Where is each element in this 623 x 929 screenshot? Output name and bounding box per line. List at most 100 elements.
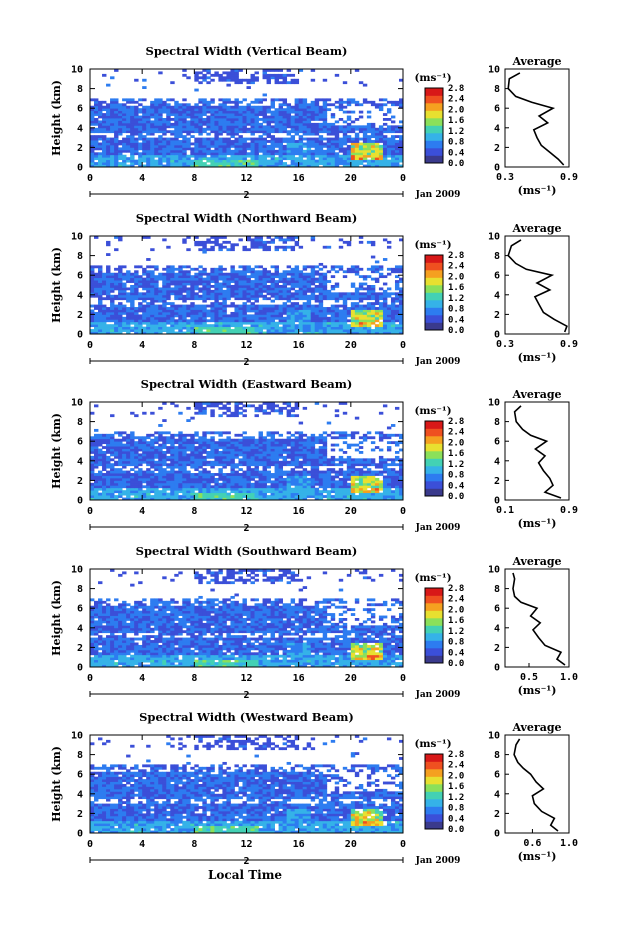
heatmap-cell bbox=[210, 311, 215, 315]
heatmap-cell bbox=[230, 270, 235, 274]
heatmap-cell bbox=[158, 297, 163, 301]
heatmap-cell bbox=[182, 125, 187, 129]
heatmap-cell bbox=[154, 142, 159, 146]
y-tick-label: 8 bbox=[77, 84, 83, 95]
heatmap-cell bbox=[182, 164, 187, 168]
heatmap-cell bbox=[262, 118, 267, 121]
heatmap-cell bbox=[338, 157, 344, 161]
heatmap-cell bbox=[242, 297, 247, 301]
heatmap-cell bbox=[90, 319, 95, 323]
heatmap-cell bbox=[170, 272, 175, 276]
heatmap-cell bbox=[94, 314, 99, 318]
heatmap-cell bbox=[338, 140, 344, 143]
heatmap-cell bbox=[130, 154, 135, 158]
heatmap-cell bbox=[174, 473, 179, 476]
heatmap-cell bbox=[318, 307, 324, 310]
heatmap-cell bbox=[358, 470, 364, 474]
heatmap-cell bbox=[214, 304, 219, 308]
heatmap-cell bbox=[254, 127, 259, 131]
heatmap-cell bbox=[342, 487, 348, 491]
heatmap-cell bbox=[226, 83, 231, 87]
heatmap-cell bbox=[142, 331, 147, 335]
heatmap-cell bbox=[230, 78, 235, 82]
heatmap-cell bbox=[130, 108, 135, 112]
heatmap-cell bbox=[270, 277, 275, 281]
heatmap-cell bbox=[134, 280, 139, 283]
heatmap-cell bbox=[322, 157, 328, 161]
heatmap-cell bbox=[218, 272, 223, 276]
heatmap-cell bbox=[218, 147, 223, 151]
heatmap-cell bbox=[114, 309, 119, 313]
heatmap-cell bbox=[102, 73, 107, 77]
heatmap-cell bbox=[170, 485, 175, 489]
heatmap-cell bbox=[202, 127, 207, 131]
heatmap-cell bbox=[110, 152, 115, 156]
heatmap-cell bbox=[366, 497, 372, 501]
heatmap-cell bbox=[150, 142, 155, 146]
heatmap-cell bbox=[350, 267, 356, 271]
heatmap-cell bbox=[134, 132, 139, 136]
heatmap-cell bbox=[370, 147, 376, 151]
heatmap-cell bbox=[286, 154, 292, 158]
heatmap-cell bbox=[294, 326, 300, 330]
heatmap-cell bbox=[114, 304, 119, 308]
heatmap-cell bbox=[330, 326, 336, 330]
heatmap-cell bbox=[170, 475, 175, 479]
heatmap-cell bbox=[226, 480, 231, 484]
heatmap-cell bbox=[182, 304, 187, 308]
heatmap-cell bbox=[118, 314, 123, 318]
heatmap-cell bbox=[234, 329, 239, 332]
heatmap-cell bbox=[354, 152, 360, 156]
heatmap-cell bbox=[102, 122, 107, 126]
heatmap-cell bbox=[182, 280, 187, 283]
heatmap-cell bbox=[126, 280, 131, 283]
heatmap-cell bbox=[218, 473, 223, 476]
heatmap-cell bbox=[374, 470, 380, 474]
heatmap-cell bbox=[130, 294, 135, 298]
heatmap-cell bbox=[226, 108, 231, 112]
heatmap-cell bbox=[138, 487, 143, 491]
heatmap-cell bbox=[134, 282, 139, 286]
heatmap-cell bbox=[122, 282, 127, 286]
heatmap-cell bbox=[390, 497, 396, 501]
heatmap-cell bbox=[246, 154, 251, 158]
heatmap-cell bbox=[346, 292, 352, 296]
heatmap-cell bbox=[190, 142, 195, 146]
heatmap-cell bbox=[378, 132, 384, 136]
heatmap-cell bbox=[166, 294, 171, 298]
heatmap-cell bbox=[346, 468, 352, 471]
heatmap-cell bbox=[298, 135, 304, 138]
heatmap-cell bbox=[162, 144, 167, 148]
heatmap-cell bbox=[218, 152, 223, 156]
heatmap-cell bbox=[98, 495, 103, 498]
heatmap-cell bbox=[134, 490, 139, 494]
heatmap-cell bbox=[278, 321, 284, 325]
heatmap-cell bbox=[178, 331, 183, 335]
heatmap-cell bbox=[142, 297, 147, 301]
heatmap-cell bbox=[178, 108, 183, 112]
heatmap-cell bbox=[142, 125, 147, 129]
heatmap-cell bbox=[358, 287, 364, 291]
heatmap-cell bbox=[238, 329, 243, 332]
heatmap-cell bbox=[338, 159, 344, 163]
heatmap-cell bbox=[354, 142, 360, 146]
heatmap-cell bbox=[370, 331, 376, 335]
heatmap-cell bbox=[114, 162, 119, 165]
heatmap-cell bbox=[106, 329, 111, 332]
heatmap-cell bbox=[262, 463, 267, 467]
heatmap-cell bbox=[330, 113, 336, 116]
heatmap-cell bbox=[142, 287, 147, 291]
heatmap-cell bbox=[154, 100, 159, 104]
heatmap-cell bbox=[318, 326, 324, 330]
heatmap-cell bbox=[234, 73, 239, 77]
heatmap-cell bbox=[246, 81, 251, 85]
heatmap-cell bbox=[194, 78, 199, 82]
heatmap-cell bbox=[158, 157, 163, 161]
heatmap-cell bbox=[142, 485, 147, 489]
heatmap-cell bbox=[102, 329, 107, 332]
heatmap-cell bbox=[334, 331, 340, 335]
heatmap-cell bbox=[222, 76, 227, 80]
heatmap-cell bbox=[342, 297, 348, 301]
heatmap-cell bbox=[322, 100, 328, 104]
heatmap-cell bbox=[266, 130, 271, 134]
